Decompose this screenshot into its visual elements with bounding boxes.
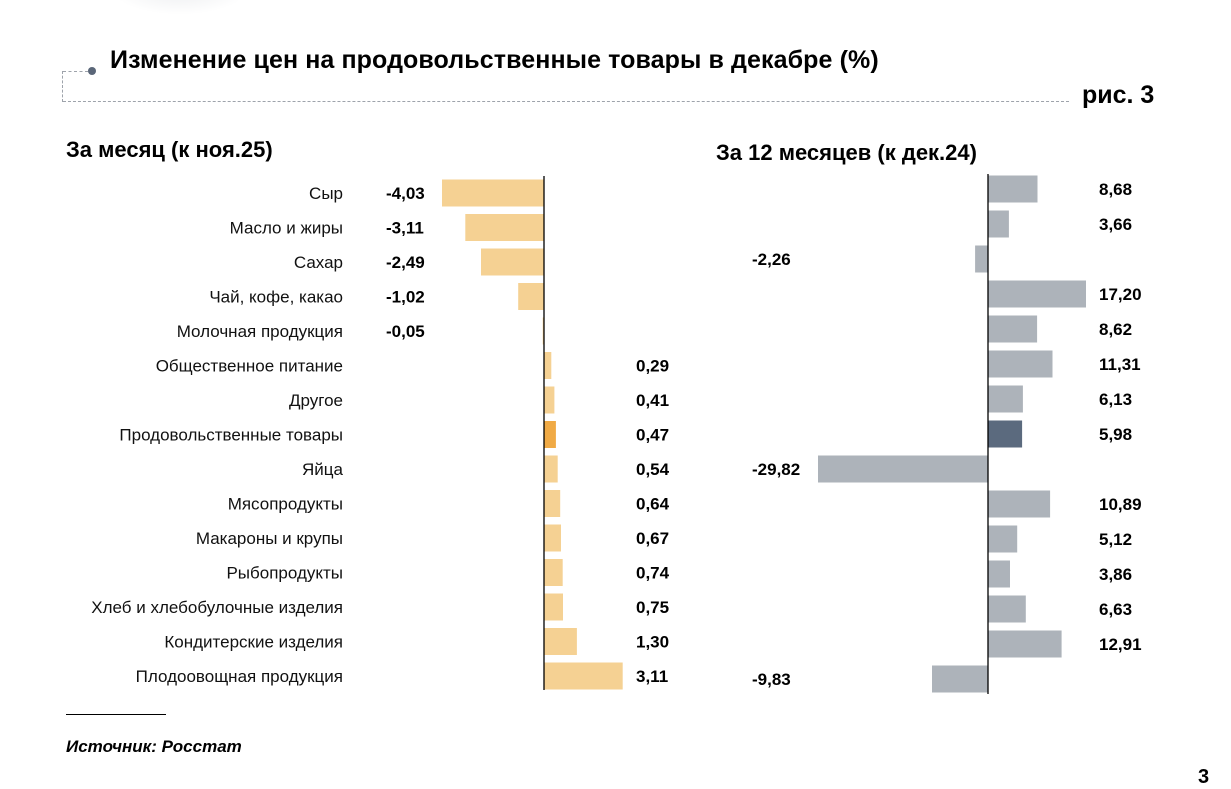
annual-value-label: 10,89	[1099, 495, 1142, 514]
annual-bar	[988, 210, 1009, 238]
monthly-value-label: -3,11	[386, 219, 424, 238]
source-note: Источник: Росстат	[66, 737, 242, 756]
annual-change-chart: 8,68 3,66 -2,26 17,20 8,62 11,31 6,13 5,98 -29,8…	[752, 174, 1142, 694]
annual-chart-subtitle: За 12 месяцев (к дек.24)	[716, 140, 977, 165]
monthly-value-label: 0,54	[636, 460, 670, 479]
monthly-bar	[544, 524, 561, 552]
annual-bar	[988, 490, 1051, 518]
figure-label: рис. 3	[1082, 81, 1155, 109]
footnote-rule	[66, 714, 166, 715]
monthly-value-label: 3,11	[636, 667, 668, 686]
monthly-chart-subtitle: За месяц (к ноя.25)	[66, 137, 273, 162]
annual-bar	[818, 455, 988, 483]
annual-value-label: 6,13	[1099, 390, 1132, 409]
annual-value-label: -9,83	[752, 670, 791, 689]
decorative-blob	[110, 0, 250, 15]
monthly-bar	[442, 179, 544, 207]
category-label: Кондитерские изделия	[164, 633, 343, 652]
monthly-bar	[544, 386, 555, 414]
annual-bar	[988, 560, 1010, 588]
annual-value-label: 5,12	[1099, 530, 1132, 549]
annual-value-label: 12,91	[1099, 635, 1142, 654]
title-frame-left-line	[62, 71, 63, 102]
monthly-value-label: 0,64	[636, 495, 670, 514]
title-frame-bottom-line	[63, 101, 1069, 102]
category-label: Масло и жиры	[230, 219, 343, 238]
monthly-value-label: 0,47	[636, 426, 669, 445]
annual-bar	[988, 280, 1086, 308]
annual-bar	[988, 175, 1038, 203]
monthly-value-label: -2,49	[386, 253, 425, 272]
annual-bar	[988, 525, 1018, 553]
annual-value-label: 3,66	[1099, 215, 1132, 234]
monthly-value-label: 1,30	[636, 633, 669, 652]
category-label: Макароны и крупы	[196, 529, 343, 548]
chart-title: Изменение цен на продовольственные товар…	[110, 46, 879, 74]
monthly-bar	[544, 662, 623, 690]
annual-bar	[988, 350, 1053, 378]
monthly-value-label: 0,67	[636, 529, 669, 548]
category-label: Сыр	[309, 184, 343, 203]
monthly-value-label: 0,74	[636, 564, 670, 583]
category-label: Общественное питание	[156, 357, 343, 376]
monthly-bar	[544, 559, 563, 586]
title-bullet-dot-icon	[88, 67, 96, 75]
annual-value-label: 5,98	[1099, 425, 1132, 444]
category-label: Продовольственные товары	[119, 426, 343, 445]
category-label: Хлеб и хлебобулочные изделия	[91, 598, 343, 617]
annual-bar	[932, 665, 988, 693]
monthly-value-label: -0,05	[386, 322, 425, 341]
monthly-value-label: -4,03	[386, 184, 425, 203]
monthly-bar	[544, 421, 556, 448]
monthly-bar	[544, 352, 552, 379]
monthly-value-label: 0,75	[636, 598, 669, 617]
category-label: Сахар	[294, 253, 343, 272]
annual-value-label: 11,31	[1099, 355, 1141, 374]
monthly-bar	[544, 490, 561, 517]
monthly-bar	[481, 248, 544, 276]
monthly-change-chart: -4,03 Сыр -3,11 Масло и жиры -2,49 Сахар -1,02…	[91, 176, 670, 690]
annual-value-label: 6,63	[1099, 600, 1132, 619]
category-label: Рыбопродукты	[226, 564, 343, 583]
annual-value-label: 3,86	[1099, 565, 1132, 584]
monthly-bar	[544, 593, 563, 621]
monthly-bar	[544, 628, 577, 655]
monthly-value-label: -1,02	[386, 288, 425, 307]
category-label: Чай, кофе, какао	[209, 288, 343, 307]
category-label: Молочная продукция	[177, 322, 343, 341]
monthly-bar	[465, 214, 544, 241]
annual-bar	[988, 595, 1026, 623]
annual-value-label: -2,26	[752, 250, 791, 269]
annual-bar	[975, 245, 988, 273]
category-label: Плодоовощная продукция	[136, 667, 343, 686]
annual-bar	[988, 630, 1062, 658]
annual-value-label: 17,20	[1099, 285, 1142, 304]
annual-bar	[988, 315, 1038, 343]
category-label: Яйца	[302, 460, 344, 479]
category-label: Другое	[289, 391, 343, 410]
monthly-value-label: 0,29	[636, 357, 669, 376]
monthly-bar	[518, 283, 544, 310]
category-label: Мясопродукты	[228, 495, 343, 514]
annual-value-label: 8,68	[1099, 180, 1132, 199]
annual-value-label: 8,62	[1099, 320, 1132, 339]
page-number: 3	[1198, 766, 1210, 788]
monthly-value-label: 0,41	[636, 391, 669, 410]
annual-value-label: -29,82	[752, 460, 800, 479]
annual-bar	[988, 385, 1023, 413]
monthly-bar	[544, 455, 558, 483]
title-frame-top-line	[63, 71, 88, 72]
annual-bar	[988, 420, 1023, 448]
